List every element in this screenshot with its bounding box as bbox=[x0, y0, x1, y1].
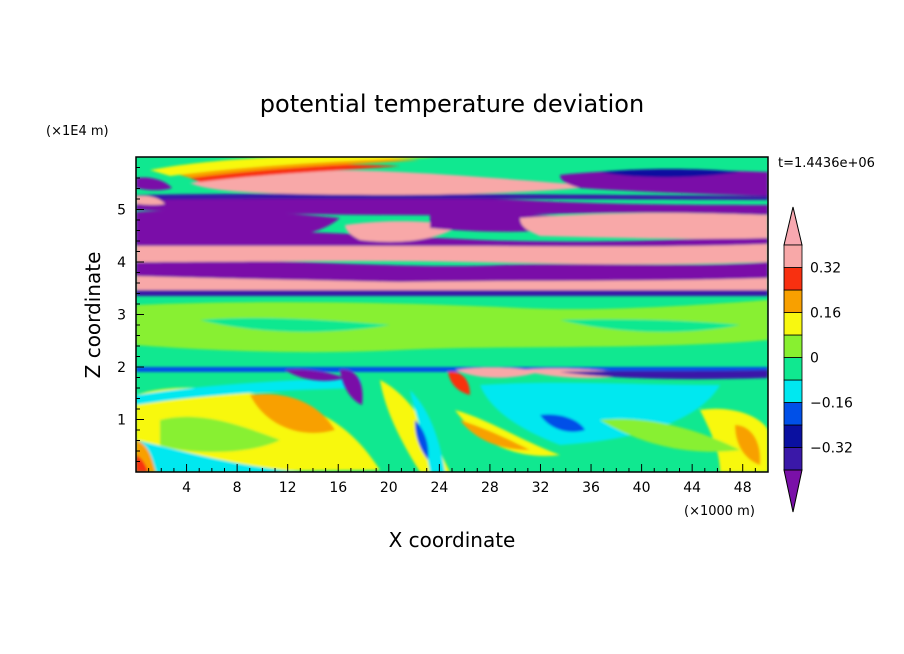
colorbar-box bbox=[783, 379, 803, 403]
y-tick-label: 4 bbox=[117, 255, 126, 271]
center-yellow-streak bbox=[455, 410, 560, 456]
interface-purple-east bbox=[560, 370, 768, 380]
x-tick-label: 24 bbox=[430, 480, 448, 496]
lower-layer bbox=[136, 378, 768, 472]
colorbar: 0.32 0.16 0 −0.16 −0.32 bbox=[783, 206, 853, 513]
upper-purple-main-band bbox=[136, 196, 768, 216]
center-cyan-plume bbox=[410, 390, 445, 472]
y-axis-ticks: 1 2 3 4 5 bbox=[117, 167, 144, 462]
x-tick-label: 32 bbox=[532, 480, 550, 496]
middle-green-core bbox=[200, 317, 390, 332]
x-unit-label: (×1000 m) bbox=[684, 504, 755, 519]
time-label: t=1.4436e+06 bbox=[778, 156, 875, 171]
y-tick-label: 5 bbox=[117, 203, 126, 219]
east-green-wedge bbox=[600, 419, 740, 452]
contour-field bbox=[136, 157, 768, 472]
east-orange-eddy bbox=[735, 425, 761, 465]
upper-purple-stripe-2 bbox=[136, 260, 768, 282]
colorbar-box bbox=[783, 244, 803, 268]
colorbar-box bbox=[783, 447, 803, 471]
x-tick-label: 20 bbox=[380, 480, 398, 496]
colorbar-label: −0.16 bbox=[810, 396, 853, 412]
lower-green-core bbox=[160, 416, 280, 452]
colorbar-label: 0.32 bbox=[810, 261, 841, 277]
east-cyan-region bbox=[480, 382, 720, 445]
middle-green-core-east bbox=[560, 319, 740, 332]
x-tick-label: 44 bbox=[683, 480, 701, 496]
x-tick-label: 16 bbox=[329, 480, 347, 496]
y-tick-label: 1 bbox=[117, 413, 126, 429]
x-axis-label: X coordinate bbox=[389, 528, 516, 552]
x-tick-label: 8 bbox=[233, 480, 242, 496]
colorbar-box bbox=[783, 267, 803, 291]
colorbar-min-extension bbox=[783, 469, 803, 513]
x-tick-label: 48 bbox=[734, 480, 752, 496]
x-tick-label: 12 bbox=[279, 480, 297, 496]
interface-pink-west bbox=[455, 367, 540, 378]
x-axis-ticks: 4 8 12 16 20 24 28 32 36 40 44 48 bbox=[148, 464, 756, 496]
interface-red-rim bbox=[448, 371, 470, 395]
y-unit-label: (×1E4 m) bbox=[46, 124, 109, 139]
middle-lightgreen-band bbox=[136, 300, 768, 353]
chart-title: potential temperature deviation bbox=[260, 90, 644, 118]
colorbar-box bbox=[783, 357, 803, 381]
colorbar-box bbox=[783, 289, 803, 313]
upper-pink-warm-core bbox=[190, 170, 600, 195]
lower-cyan-strip bbox=[136, 378, 360, 405]
upper-pink-west-edge bbox=[136, 195, 165, 205]
upper-purple-base bbox=[136, 290, 768, 296]
colorbar-box bbox=[783, 334, 803, 358]
lower-cyan-band bbox=[136, 440, 300, 472]
interface-purple-plume bbox=[340, 369, 363, 405]
y-tick-label: 3 bbox=[117, 308, 126, 324]
upper-pink-stripe-3 bbox=[136, 242, 768, 265]
center-orange-streak bbox=[460, 420, 530, 450]
middle-layer bbox=[136, 300, 768, 353]
interface-layer bbox=[136, 367, 768, 405]
y-tick-label: 2 bbox=[117, 360, 126, 376]
interface-purple-blob-west bbox=[285, 369, 345, 381]
interface-blue-line bbox=[136, 367, 768, 372]
colorbar-max-extension bbox=[783, 206, 803, 246]
colorbar-label: −0.32 bbox=[810, 441, 853, 457]
center-blue-core bbox=[414, 420, 429, 460]
upper-navy-northeast bbox=[600, 169, 740, 178]
colorbar-label: 0.16 bbox=[810, 306, 841, 322]
upper-layer bbox=[136, 157, 768, 296]
x-tick-label: 28 bbox=[481, 480, 499, 496]
colorbar-box bbox=[783, 312, 803, 336]
colorbar-label: 0 bbox=[810, 351, 819, 367]
upper-yellow-rim bbox=[150, 157, 440, 176]
colorbar-box bbox=[783, 402, 803, 426]
colorbar-box bbox=[783, 424, 803, 448]
upper-purple-northeast bbox=[560, 170, 768, 196]
lower-orange-eddy bbox=[250, 394, 335, 434]
upper-purple-west bbox=[136, 210, 340, 241]
x-tick-label: 40 bbox=[633, 480, 651, 496]
upper-pink-east bbox=[520, 213, 768, 239]
lower-red-corner bbox=[136, 455, 148, 472]
upper-blue-line bbox=[136, 193, 768, 200]
x-tick-label: 36 bbox=[582, 480, 600, 496]
y-axis-label: Z coordinate bbox=[81, 252, 105, 379]
upper-purple-west-edge bbox=[136, 177, 172, 191]
east-blue-patch bbox=[540, 414, 585, 432]
x-tick-label: 4 bbox=[182, 480, 191, 496]
